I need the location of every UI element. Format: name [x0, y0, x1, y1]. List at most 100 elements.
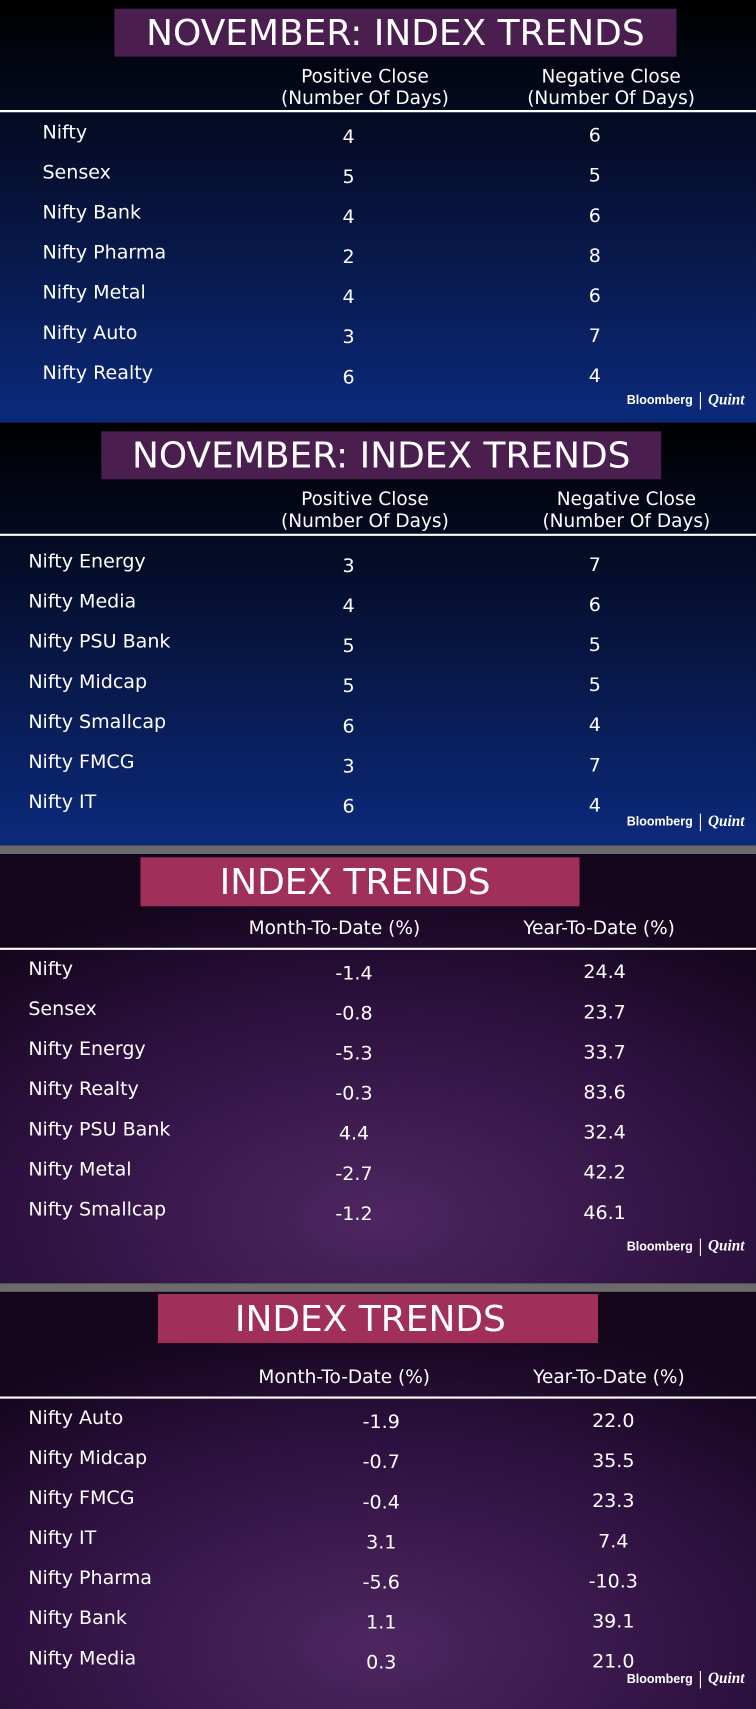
row-label: Nifty Auto [28, 1407, 123, 1429]
column-header: Negative Close [541, 66, 680, 87]
row-label: Nifty [28, 958, 73, 980]
cell: 6 [343, 795, 355, 817]
cell: 6 [589, 285, 601, 307]
row-label: Nifty Media [28, 591, 136, 613]
cell: 4 [343, 206, 355, 228]
cell: 4 [589, 365, 601, 387]
row-label: Nifty Metal [42, 282, 145, 304]
row-label: Nifty Auto [42, 322, 137, 344]
column-header: Positive Close [301, 489, 429, 510]
cell: -0.8 [335, 1002, 372, 1024]
cell: 46.1 [583, 1202, 625, 1224]
panel-title: INDEX TRENDS [220, 862, 491, 903]
cell: -5.3 [335, 1043, 372, 1065]
row-label: Nifty FMCG [28, 751, 134, 773]
column-header: Month-To-Date (%) [258, 1367, 430, 1388]
cell: 21.0 [592, 1651, 634, 1673]
cell: -1.2 [335, 1203, 372, 1225]
cell: 24.4 [583, 961, 625, 983]
cell: 35.5 [592, 1450, 634, 1472]
cell: 4 [343, 286, 355, 308]
panel-title: INDEX TRENDS [235, 1299, 506, 1340]
row-label: Nifty Energy [28, 1038, 145, 1060]
brand-bloomberg: Bloomberg [627, 1240, 693, 1254]
column-header: (Number Of Days) [527, 88, 695, 109]
column-header: Negative Close [557, 489, 696, 510]
separator [0, 1283, 756, 1292]
column-header: Positive Close [301, 66, 429, 87]
column-header: (Number Of Days) [281, 511, 449, 532]
cell: 23.3 [592, 1490, 634, 1512]
title-box [114, 8, 677, 57]
panel: INDEX TRENDS Month-To-Date (%) Year-To-Dat… [0, 854, 756, 1284]
cell: 5 [343, 166, 355, 188]
row-label: Nifty PSU Bank [28, 631, 170, 653]
row-label: Nifty [42, 121, 87, 143]
title-box [101, 431, 662, 480]
row-label: Nifty Bank [28, 1607, 127, 1629]
cell: 23.7 [583, 1001, 625, 1023]
column-header: (Number Of Days) [542, 511, 710, 532]
column-header: Year-To-Date (%) [532, 1367, 685, 1388]
cell: 22.0 [592, 1410, 634, 1432]
column-header: Month-To-Date (%) [249, 918, 421, 939]
row-label: Nifty Midcap [28, 1447, 147, 1469]
cell: 6 [589, 125, 601, 147]
cell: 4 [589, 714, 601, 736]
cell: 7.4 [598, 1530, 628, 1552]
brand-bloomberg: Bloomberg [627, 1672, 693, 1686]
cell: 83.6 [583, 1082, 625, 1104]
row-label: Nifty Bank [42, 202, 141, 224]
cell: -1.9 [363, 1411, 400, 1433]
cell: 7 [589, 325, 601, 347]
row-label: Nifty Energy [28, 551, 145, 573]
cell: 5 [589, 674, 601, 696]
panel-bg [0, 854, 756, 1284]
brand-bloomberg: Bloomberg [627, 393, 693, 407]
panel-bg [0, 422, 756, 846]
brand-quint: Quint [708, 391, 745, 408]
cell: -5.6 [363, 1571, 400, 1593]
title-box [140, 857, 580, 907]
panel-title: NOVEMBER: INDEX TRENDS [146, 13, 645, 54]
cell: 6 [343, 715, 355, 737]
row-label: Nifty Midcap [28, 671, 147, 693]
row-label: Nifty FMCG [28, 1487, 134, 1509]
brand-quint: Quint [708, 813, 745, 830]
cell: 42.2 [583, 1162, 625, 1184]
column-header: (Number Of Days) [281, 88, 449, 109]
row-label: Nifty Realty [28, 1078, 139, 1100]
cell: -0.4 [363, 1491, 400, 1513]
brand-bloomberg: Bloomberg [627, 815, 693, 829]
cell: 4 [589, 794, 601, 816]
cell: -10.3 [589, 1570, 638, 1592]
row-label: Nifty IT [28, 791, 96, 813]
cell: 5 [589, 165, 601, 187]
row-label: Nifty Media [28, 1647, 136, 1669]
cell: 4 [343, 595, 355, 617]
cell: 32.4 [583, 1122, 625, 1144]
cell: 7 [589, 554, 601, 576]
column-header: Year-To-Date (%) [522, 918, 675, 939]
cell: -0.3 [335, 1083, 372, 1105]
panel-title: NOVEMBER: INDEX TRENDS [132, 436, 631, 477]
cell: 3 [343, 555, 355, 577]
brand-quint: Quint [708, 1670, 745, 1687]
cell: 5 [589, 634, 601, 656]
row-label: Nifty Pharma [42, 242, 166, 264]
row-label: Sensex [28, 998, 96, 1020]
cell: 7 [589, 754, 601, 776]
panel-bg [0, 1291, 756, 1709]
cell: 5 [343, 635, 355, 657]
cell: 3.1 [366, 1531, 396, 1553]
cell: 4 [343, 126, 355, 148]
cell: 6 [589, 205, 601, 227]
cell: 3 [343, 326, 355, 348]
cell: 5 [343, 675, 355, 697]
separator [0, 845, 756, 855]
cell: -1.4 [335, 962, 372, 984]
cell: 3 [343, 755, 355, 777]
cell: 33.7 [583, 1041, 625, 1063]
cell: 1.1 [366, 1612, 396, 1634]
